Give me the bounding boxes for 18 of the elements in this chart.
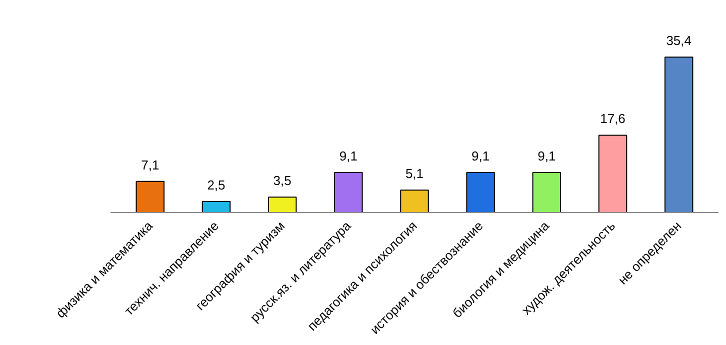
data-label: 3,5 bbox=[273, 173, 292, 188]
bar bbox=[598, 134, 628, 212]
bar bbox=[400, 190, 429, 212]
bar bbox=[466, 172, 495, 212]
data-label: 35,4 bbox=[666, 33, 692, 48]
data-label: 9,1 bbox=[339, 148, 358, 164]
data-label: 9,1 bbox=[472, 148, 490, 164]
data-label: 9,1 bbox=[538, 148, 556, 164]
bar bbox=[664, 56, 694, 212]
data-label: 17,6 bbox=[600, 111, 626, 126]
data-label: 2,5 bbox=[207, 178, 226, 193]
bar bbox=[268, 196, 297, 212]
bar bbox=[202, 201, 231, 212]
data-label: 7,1 bbox=[141, 157, 160, 172]
data-label: 5,1 bbox=[405, 166, 424, 182]
bar bbox=[532, 172, 562, 212]
bar bbox=[136, 180, 165, 212]
bar bbox=[334, 172, 363, 212]
